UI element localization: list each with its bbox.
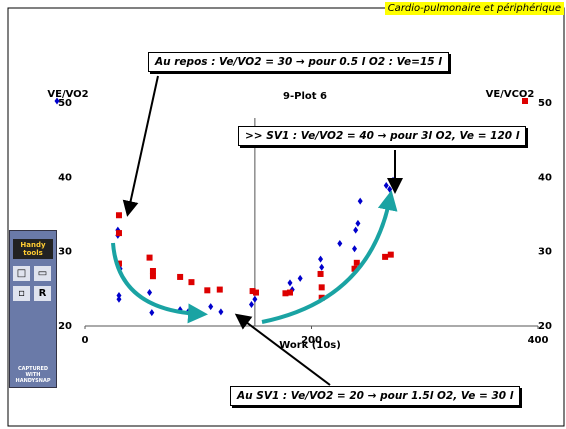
point bbox=[319, 264, 324, 271]
widget-button[interactable]: □ bbox=[13, 266, 30, 281]
point bbox=[287, 279, 292, 286]
point bbox=[204, 287, 210, 293]
point bbox=[298, 275, 303, 282]
point bbox=[147, 255, 153, 261]
y-tick-label: 40 bbox=[58, 172, 72, 183]
point bbox=[147, 289, 152, 296]
chart-title: 9-Plot 6 bbox=[283, 91, 327, 102]
y2-tick-label: 20 bbox=[538, 321, 552, 332]
point bbox=[149, 309, 154, 316]
trend-arrow bbox=[113, 243, 200, 314]
point bbox=[388, 252, 394, 258]
point bbox=[318, 256, 323, 263]
y-tick-label: 50 bbox=[58, 98, 72, 109]
point bbox=[387, 186, 392, 193]
annotation: >> SV1 : Ve/VO2 = 40 → pour 3l O2, Ve = … bbox=[238, 126, 526, 146]
point bbox=[287, 290, 293, 296]
y2-tick-label: 50 bbox=[538, 98, 552, 109]
point bbox=[208, 303, 213, 310]
y2-tick-label: 40 bbox=[538, 172, 552, 183]
point bbox=[150, 268, 156, 274]
annotation: Au repos : Ve/VO2 = 30 → pour 0.5 l O2 :… bbox=[148, 52, 449, 72]
x-tick-label: 400 bbox=[528, 335, 549, 346]
y2-tick-label: 30 bbox=[538, 247, 552, 258]
widget-button[interactable]: ▫ bbox=[13, 286, 30, 301]
header: Cardio-pulmonaire et périphérique bbox=[385, 2, 564, 15]
point bbox=[177, 274, 183, 280]
annotation: Au SV1 : Ve/VO2 = 20 → pour 1.5l O2, Ve … bbox=[230, 386, 520, 406]
capture-widget: Handy tools □ ▭ ▫ R CAPTURED WITH HANDYSNA… bbox=[9, 230, 57, 388]
point bbox=[252, 296, 257, 303]
widget-logo: Handy tools bbox=[13, 239, 53, 259]
point bbox=[355, 220, 360, 227]
arrow bbox=[128, 76, 158, 213]
widget-button[interactable]: R bbox=[34, 286, 51, 301]
point bbox=[249, 301, 254, 308]
point bbox=[353, 227, 358, 234]
point bbox=[150, 273, 156, 279]
point bbox=[116, 296, 121, 303]
y-tick-label: 20 bbox=[58, 321, 72, 332]
point bbox=[253, 290, 259, 296]
widget-button[interactable]: ▭ bbox=[34, 266, 51, 281]
page: {"header": "Cardio-pulmonaire et périphé… bbox=[0, 0, 566, 429]
x-tick-label: 200 bbox=[301, 335, 322, 346]
legend-marker bbox=[522, 98, 528, 104]
point bbox=[382, 254, 388, 260]
point bbox=[358, 198, 363, 205]
y-tick-label: 30 bbox=[58, 247, 72, 258]
point bbox=[384, 182, 389, 189]
point bbox=[217, 287, 223, 293]
widget-caption: CAPTURED WITH HANDYSNAP bbox=[10, 366, 56, 384]
x-tick-label: 0 bbox=[82, 335, 89, 346]
trend-arrow bbox=[262, 198, 390, 322]
point bbox=[218, 308, 223, 315]
point bbox=[319, 284, 325, 290]
point bbox=[318, 271, 324, 277]
point bbox=[116, 212, 122, 218]
point bbox=[337, 240, 342, 247]
point bbox=[116, 230, 122, 236]
point bbox=[188, 279, 194, 285]
point bbox=[352, 245, 357, 252]
